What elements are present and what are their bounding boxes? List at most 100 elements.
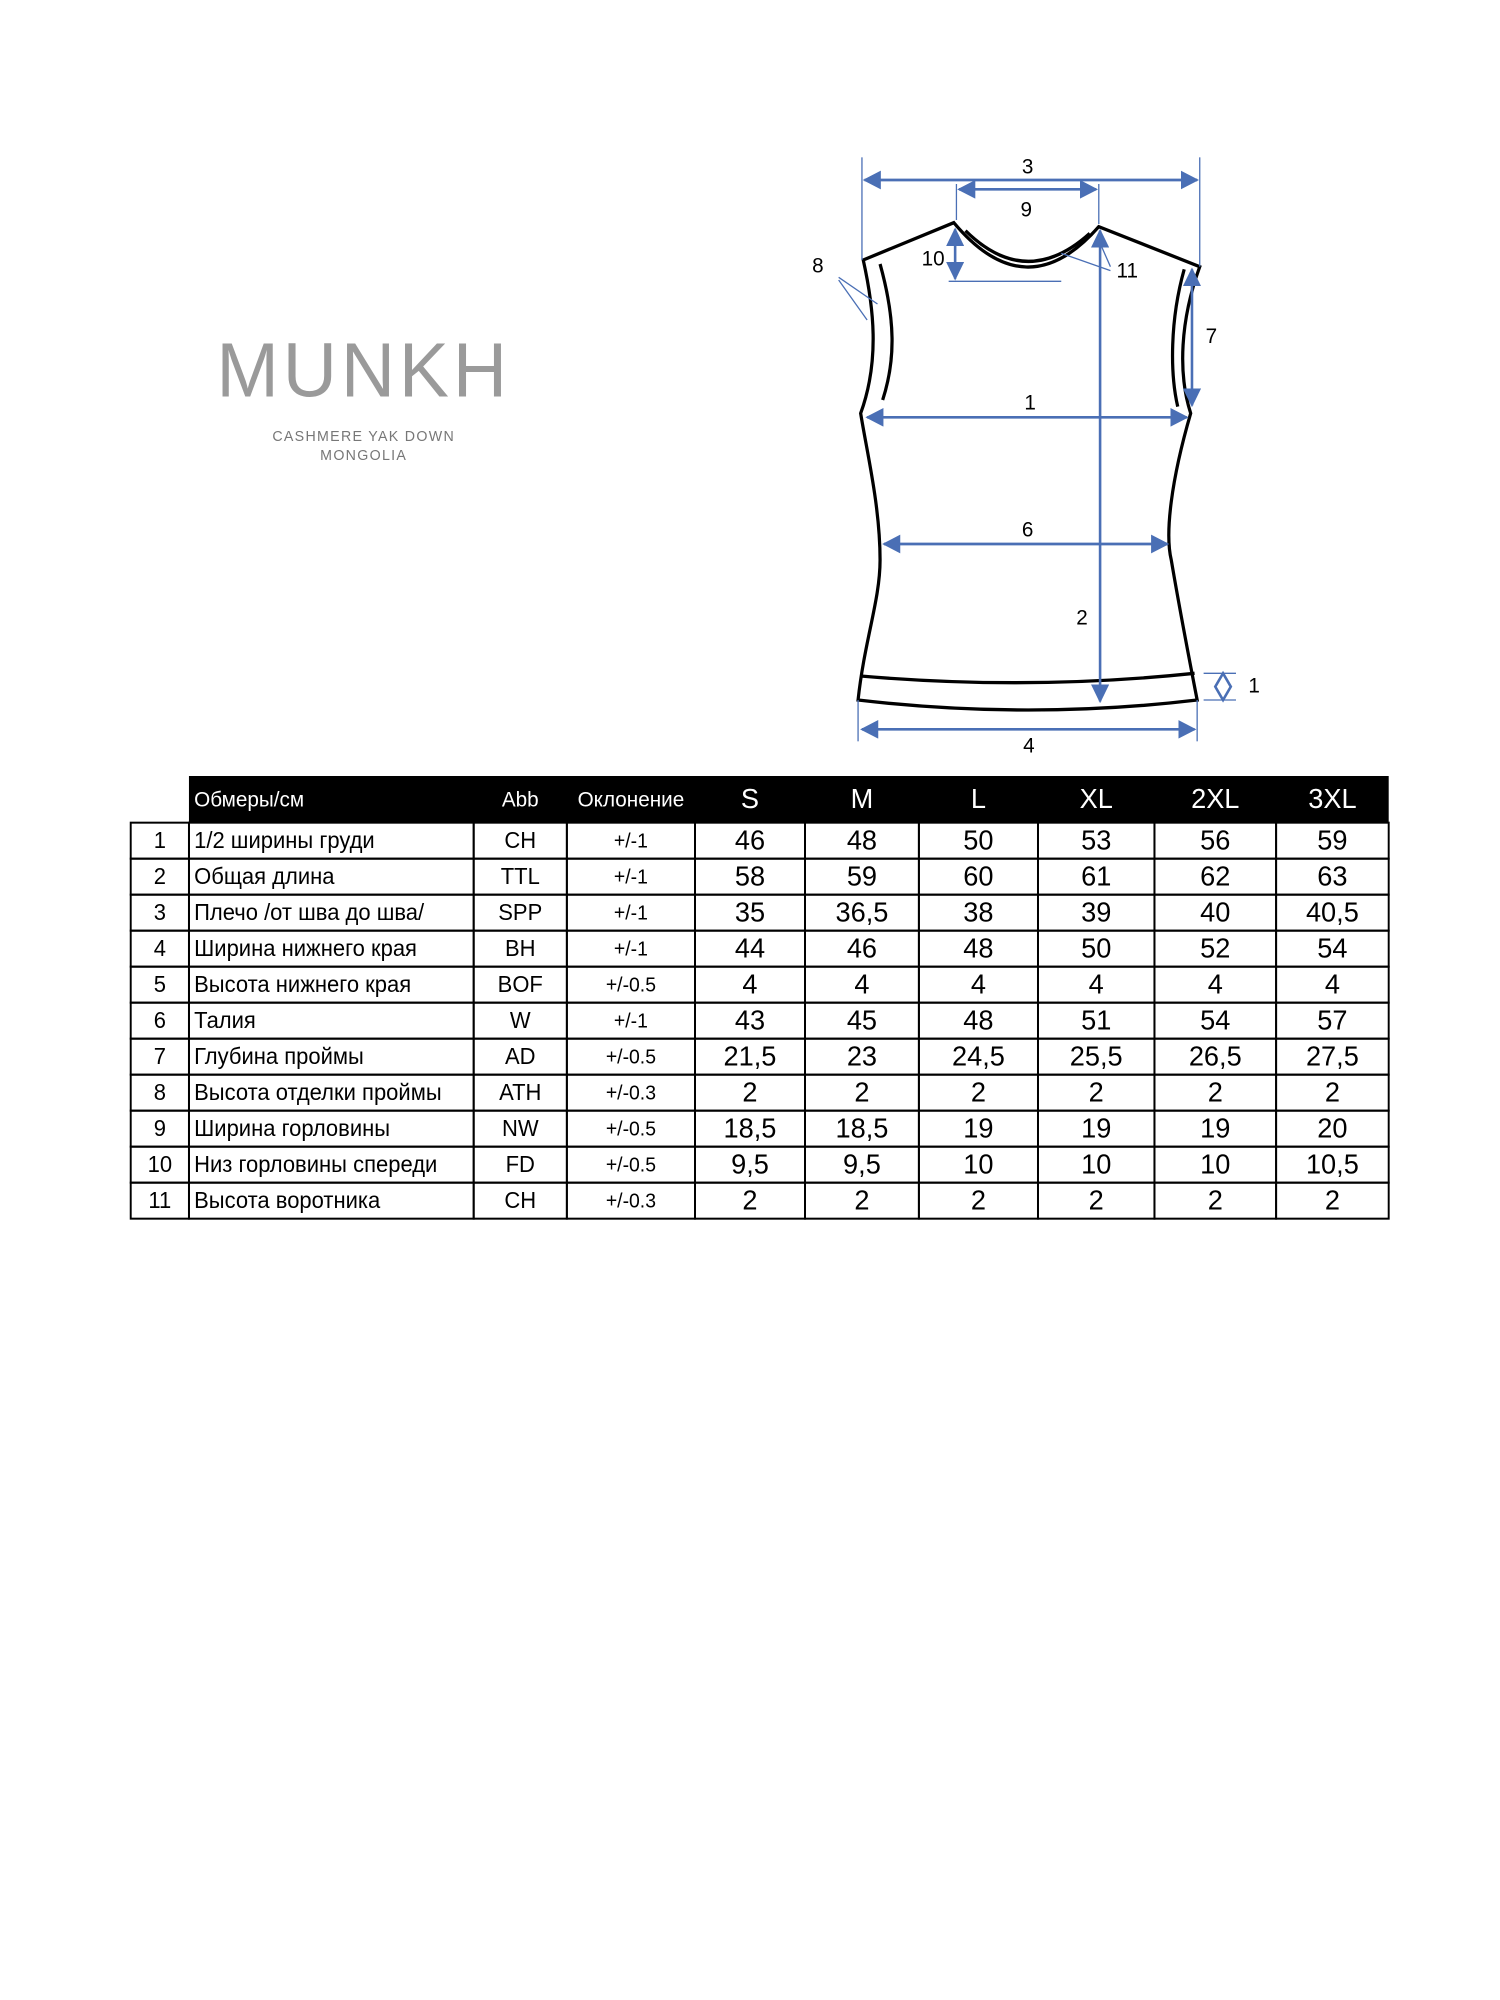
size-value: 51 xyxy=(1081,1004,1111,1035)
size-value: 57 xyxy=(1317,1004,1347,1035)
dimensions xyxy=(838,157,1236,742)
size-value: 46 xyxy=(735,824,765,855)
row-cell: +/-1 xyxy=(614,1010,648,1032)
row-cell: 2 xyxy=(154,864,166,889)
size-value: 2 xyxy=(1208,1076,1223,1107)
hem-height-mark xyxy=(1213,670,1233,703)
dimension-label: 6 xyxy=(1022,518,1034,541)
row-cell: NW xyxy=(502,1116,539,1141)
row-cell: +/-1 xyxy=(614,866,648,888)
header-cell: S xyxy=(741,783,759,814)
dimension-label: 4 xyxy=(1023,734,1035,757)
row-cell: +/-1 xyxy=(614,902,648,924)
size-value: 21,5 xyxy=(724,1040,777,1071)
dimension-labels: 3 9 10 11 8 7 1 6 2 1 4 xyxy=(812,155,1260,757)
row-cell: Низ горловины спереди xyxy=(194,1152,437,1177)
dimension-label: 7 xyxy=(1206,325,1218,348)
dimension-label: 1 xyxy=(1248,674,1260,697)
row-cell: +/-0.5 xyxy=(606,1118,656,1140)
size-value: 54 xyxy=(1200,1004,1230,1035)
row-cell: AD xyxy=(505,1044,536,1069)
row-cell: 10 xyxy=(148,1152,172,1177)
size-value: 19 xyxy=(1200,1112,1230,1143)
row-cell: 5 xyxy=(154,972,166,997)
header-cell: Обмеры/см xyxy=(194,788,304,811)
header-cell: 2XL xyxy=(1191,783,1239,814)
size-value: 40,5 xyxy=(1306,896,1359,927)
size-value: 9,5 xyxy=(731,1148,769,1179)
size-value: 38 xyxy=(963,896,993,927)
row-cell: Глубина проймы xyxy=(194,1044,364,1069)
header-cell: Оклонение xyxy=(578,788,685,811)
brand-tagline: MONGOLIA xyxy=(320,448,407,464)
row-cell: W xyxy=(510,1008,531,1033)
dimension-label: 3 xyxy=(1022,155,1034,178)
row-cell: +/-0.5 xyxy=(606,974,656,996)
row-cell: 3 xyxy=(154,900,166,925)
size-value: 2 xyxy=(1089,1076,1104,1107)
size-value: 25,5 xyxy=(1070,1040,1123,1071)
size-value: 35 xyxy=(735,896,765,927)
row-cell: +/-1 xyxy=(614,830,648,852)
size-value: 40 xyxy=(1200,896,1230,927)
size-value: 4 xyxy=(1089,968,1104,999)
leader-line xyxy=(1061,252,1111,272)
row-cell: Высота нижнего края xyxy=(194,972,411,997)
size-value: 10 xyxy=(1081,1148,1111,1179)
size-value: 4 xyxy=(854,968,869,999)
row-cell: +/-1 xyxy=(614,938,648,960)
row-cell: 4 xyxy=(154,936,166,961)
header-background xyxy=(188,776,1389,823)
row-cell: +/-0.3 xyxy=(606,1190,656,1212)
row-cell: TTL xyxy=(501,864,540,889)
size-value: 54 xyxy=(1317,932,1347,963)
row-cell: Общая длина xyxy=(194,864,335,889)
size-value: 2 xyxy=(1089,1184,1104,1215)
size-value: 48 xyxy=(963,1004,993,1035)
header-cell: L xyxy=(971,783,986,814)
size-value: 2 xyxy=(742,1076,757,1107)
size-value: 4 xyxy=(742,968,757,999)
header-cell: 3XL xyxy=(1308,783,1356,814)
size-value: 24,5 xyxy=(952,1040,1005,1071)
size-value: 36,5 xyxy=(836,896,889,927)
leader-line xyxy=(838,279,868,321)
size-value: 52 xyxy=(1200,932,1230,963)
size-value: 46 xyxy=(847,932,877,963)
dimension-label: 10 xyxy=(922,247,945,270)
size-value: 59 xyxy=(1317,824,1347,855)
size-value: 59 xyxy=(847,860,877,891)
header-cell: M xyxy=(851,783,874,814)
size-value: 56 xyxy=(1200,824,1230,855)
size-value: 10 xyxy=(963,1148,993,1179)
collar xyxy=(964,229,1091,263)
size-value: 48 xyxy=(963,932,993,963)
garment-outline xyxy=(856,220,1202,712)
size-value: 9,5 xyxy=(843,1148,881,1179)
size-table: Обмеры/см Abb Оклонение S M L XL 2XL 3XL 1 1/2 шир… xyxy=(129,776,1390,1220)
size-value: 43 xyxy=(735,1004,765,1035)
row-cell: CH xyxy=(504,828,536,853)
row-cell: 11 xyxy=(148,1188,171,1213)
size-value: 4 xyxy=(1208,968,1223,999)
size-value: 61 xyxy=(1081,860,1111,891)
size-value: 50 xyxy=(1081,932,1111,963)
size-value: 2 xyxy=(742,1184,757,1215)
armhole-trim xyxy=(878,263,894,401)
dimension-label: 9 xyxy=(1021,198,1033,221)
size-value: 58 xyxy=(735,860,765,891)
size-value: 19 xyxy=(963,1112,993,1143)
row-cell: Ширина горловины xyxy=(194,1116,390,1141)
row-cell: 8 xyxy=(154,1080,166,1105)
row-cell: Ширина нижнего края xyxy=(194,936,417,961)
row-cell: FD xyxy=(506,1152,535,1177)
size-value: 2 xyxy=(1208,1184,1223,1215)
row-cell: SPP xyxy=(498,900,542,925)
row-cell: Высота воротника xyxy=(194,1188,381,1213)
hem-band xyxy=(860,671,1195,685)
row-cell: ATH xyxy=(499,1080,541,1105)
size-value: 2 xyxy=(971,1076,986,1107)
size-value: 53 xyxy=(1081,824,1111,855)
row-cell: BH xyxy=(505,936,536,961)
